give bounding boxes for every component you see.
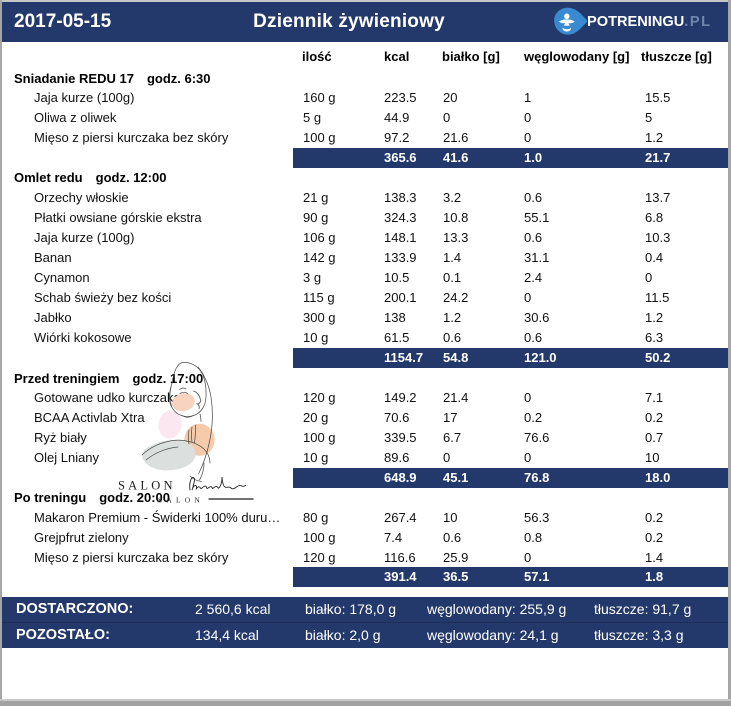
svg-text:SALON: SALON: [118, 479, 176, 493]
svg-text:SALON: SALON: [158, 496, 204, 505]
